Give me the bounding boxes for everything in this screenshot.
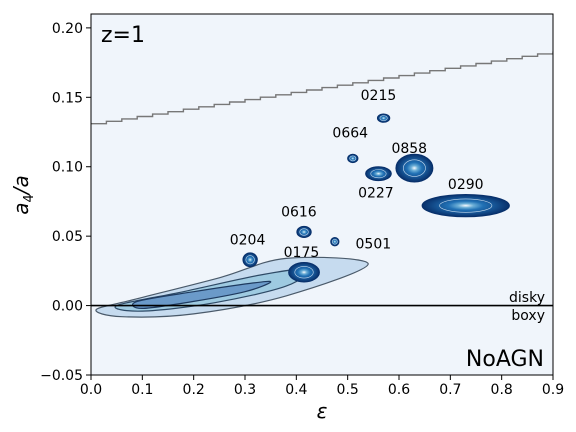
x-tick-label: 0.4	[285, 382, 307, 398]
galaxy-contour-inner	[245, 255, 255, 265]
galaxy-0215: 0215	[361, 88, 397, 123]
galaxy-label: 0175	[284, 245, 320, 261]
galaxy-0204: 0204	[230, 232, 266, 268]
galaxy-contour	[376, 113, 391, 123]
galaxy-label: 0616	[281, 205, 317, 221]
galaxy-0664: 0664	[332, 126, 368, 164]
x-tick-label: 0.5	[337, 382, 359, 398]
galaxy-label: 0664	[332, 126, 368, 142]
galaxy-contour-inner	[349, 155, 357, 162]
x-axis-label: ε	[317, 399, 328, 423]
y-tick-label: −0.05	[40, 368, 83, 384]
galaxy-contour-inner	[299, 228, 309, 236]
galaxy-contour-inner	[294, 266, 314, 279]
y-axis-label: a4/a	[9, 175, 37, 215]
galaxy-contour-inner	[403, 159, 426, 177]
x-tick-label: 0.2	[183, 382, 205, 398]
galaxy-label: 0204	[230, 232, 266, 248]
y-tick-label: 0.00	[52, 299, 83, 315]
plot-frame	[90, 13, 554, 376]
population-contour-inner	[131, 280, 272, 310]
galaxy-contour-inner	[332, 238, 338, 245]
y-tick-label: 0.10	[52, 160, 83, 176]
galaxy-0227: 0227	[358, 166, 394, 201]
x-tick-label: 0.1	[131, 382, 153, 398]
x-tick-label: 0.6	[388, 382, 410, 398]
x-tick-label: 0.7	[439, 382, 461, 398]
galaxy-contour	[347, 153, 359, 164]
x-axis: 0.0 0.1 0.2 0.3 0.4 0.5 0.6 0.7 0.8 0.9	[80, 375, 564, 398]
plot-content: 0215 0664 0858 0227 0290 0616 0501 0204 0175	[91, 51, 553, 318]
galaxy-0175: 0175	[284, 245, 320, 283]
x-tick-label: 0.9	[542, 382, 564, 398]
upper-boundary-line	[91, 51, 553, 125]
galaxy-contour	[365, 166, 392, 182]
galaxy-0858: 0858	[391, 141, 434, 183]
galaxy-0501: 0501	[330, 237, 392, 253]
x-tick-label: 0.3	[234, 382, 256, 398]
boxy-label: boxy	[511, 308, 545, 324]
disky-label: disky	[509, 290, 545, 306]
galaxy-label: 0215	[361, 88, 397, 104]
galaxy-label: 0290	[448, 177, 484, 193]
galaxy-contour-inner	[379, 115, 388, 121]
galaxy-contour-inner	[370, 169, 387, 179]
plot-background	[91, 14, 553, 375]
y-axis: −0.05 0.00 0.05 0.10 0.15 0.20	[40, 21, 91, 384]
panel-label: z=1	[101, 23, 145, 48]
model-label: NoAGN	[466, 347, 544, 372]
galaxy-contour-inner	[439, 198, 493, 213]
galaxy-contour	[421, 194, 510, 218]
x-tick-label: 0.8	[491, 382, 513, 398]
galaxy-contour	[296, 225, 312, 239]
galaxy-contour	[288, 262, 320, 283]
y-tick-label: 0.05	[52, 229, 83, 245]
y-tick-label: 0.15	[52, 90, 83, 106]
x-tick-label: 0.0	[80, 382, 102, 398]
galaxy-label: 0501	[356, 237, 392, 253]
galaxy-contour	[395, 153, 434, 183]
galaxy-0290: 0290	[421, 177, 510, 218]
galaxy-label: 0858	[391, 141, 427, 157]
galaxy-contour	[330, 237, 340, 247]
galaxy-0616: 0616	[281, 205, 317, 239]
galaxy-label: 0227	[358, 185, 394, 201]
galaxy-contour	[242, 252, 258, 268]
y-tick-label: 0.20	[52, 21, 83, 37]
